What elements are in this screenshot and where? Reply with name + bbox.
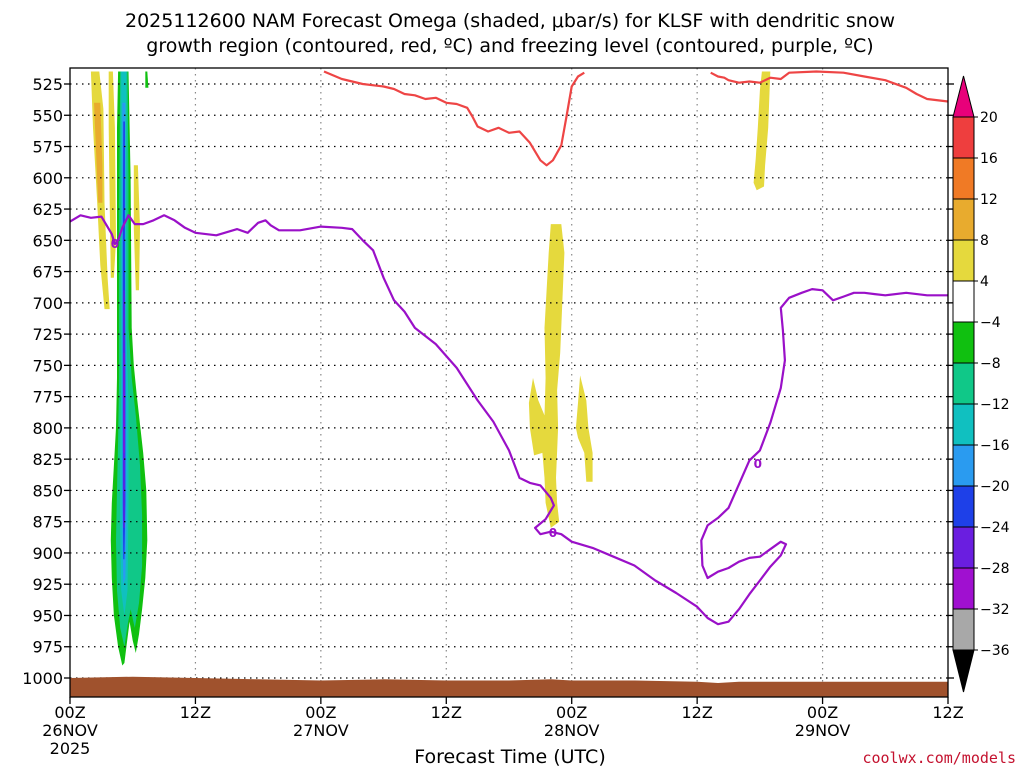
colorbar-label-5: −4 [980, 315, 1001, 331]
colorbar-box-5 [952, 321, 975, 364]
colorbar-label-11: −28 [980, 561, 1010, 577]
x-tick-label-0: 00Z [54, 703, 85, 722]
y-tick-label-550: 550 [32, 106, 63, 125]
colorbar-box-10 [952, 526, 975, 569]
x-tick-label-7: 12Z [932, 703, 963, 722]
colorbar-box-4 [952, 280, 975, 323]
terrain-fill [70, 676, 948, 697]
colorbar-top-arrow [952, 75, 975, 118]
omega-shaded-layer [90, 71, 771, 666]
colorbar-label-8: −16 [980, 438, 1010, 454]
freezing-contour-label-0: 0 [111, 237, 119, 251]
plot-frame-border [69, 67, 949, 698]
y-tick-label-975: 975 [32, 638, 63, 657]
colorbar-box-2 [952, 198, 975, 241]
y-tick-label-925: 925 [32, 575, 63, 594]
colorbar-box-7 [952, 403, 975, 446]
colorbar-label-10: −24 [980, 520, 1010, 536]
x-tick-date-2: 27NOV [293, 721, 349, 740]
x-tick-label-5: 12Z [681, 703, 712, 722]
contour-layer: 0 0 0 [69, 70, 949, 626]
dgz-contour-upper [323, 70, 585, 167]
y-tick-label-575: 575 [32, 138, 63, 157]
colorbar-box-8 [952, 444, 975, 487]
omega-shaded-region-4 [145, 71, 149, 88]
y-tick-label-950: 950 [32, 606, 63, 625]
freezing-contour-label-2: 0 [754, 457, 762, 471]
x-tick-year-0: 2025 [50, 739, 91, 758]
chart-title-line-2: growth region (contoured, red, ºC) and f… [146, 35, 873, 57]
grid-layer [70, 68, 948, 697]
colorbar-box-0 [952, 116, 975, 159]
plot-frame [69, 67, 949, 698]
y-tick-label-700: 700 [32, 294, 63, 313]
colorbar-box-9 [952, 485, 975, 528]
x-tick-date-6: 29NOV [795, 721, 851, 740]
colorbar-box-6 [952, 362, 975, 405]
colorbar-bottom-arrow [952, 649, 975, 693]
plot-background [70, 68, 948, 697]
colorbar-box-3 [952, 239, 975, 282]
y-tick-label-650: 650 [32, 231, 63, 250]
colorbar-box-1 [952, 157, 975, 200]
y-tick-label-525: 525 [32, 75, 63, 94]
credit-text: coolwx.com/models [862, 749, 1016, 767]
plot-area [70, 68, 948, 697]
colorbar-label-7: −12 [980, 397, 1010, 413]
colorbar-label-0: 20 [980, 110, 998, 126]
x-tick-date-4: 28NOV [544, 721, 600, 740]
colorbar-box-12 [952, 608, 975, 651]
omega-shaded-region-11 [123, 352, 125, 453]
x-tick-label-6: 00Z [807, 703, 838, 722]
omega-shaded-region-13 [575, 375, 593, 482]
y-tick-label-600: 600 [32, 169, 63, 188]
x-tick-date-0: 26NOV [42, 721, 98, 740]
colorbar-label-2: 12 [980, 192, 998, 208]
y-axis: 525 550 575 600 625 650 675 700 725 750 775 800 825 8… [22, 75, 954, 688]
freezing-contour-label-1: 0 [549, 526, 557, 540]
y-tick-label-900: 900 [32, 544, 63, 563]
terrain-layer [70, 676, 948, 697]
x-axis-label: Forecast Time (UTC) [414, 746, 605, 768]
omega-shaded-region-14 [753, 71, 771, 191]
x-tick-label-1: 12Z [180, 703, 211, 722]
y-tick-label-750: 750 [32, 356, 63, 375]
omega-shaded-region-3 [133, 165, 140, 291]
omega-shaded-region-12 [528, 224, 565, 528]
colorbar-label-6: −8 [980, 356, 1001, 372]
colorbar-label-4: 4 [980, 274, 989, 290]
colorbar-label-12: −32 [980, 602, 1010, 618]
y-tick-label-875: 875 [32, 513, 63, 532]
dgz-contour-top-right [710, 70, 949, 103]
colorbar: 20 16 12 8 4 −4 −8 −12 −16 −20 −24 −28 −32 −36 [952, 75, 1010, 693]
y-tick-label-1000: 1000 [22, 669, 63, 688]
x-tick-label-2: 00Z [305, 703, 336, 722]
y-tick-label-675: 675 [32, 263, 63, 282]
colorbar-label-1: 16 [980, 151, 998, 167]
x-tick-label-4: 00Z [556, 703, 587, 722]
y-tick-label-825: 825 [32, 450, 63, 469]
colorbar-box-11 [952, 567, 975, 610]
y-tick-label-625: 625 [32, 200, 63, 219]
y-tick-label-725: 725 [32, 325, 63, 344]
y-tick-label-775: 775 [32, 388, 63, 407]
colorbar-label-3: 8 [980, 233, 989, 249]
colorbar-label-9: −20 [980, 479, 1010, 495]
omega-shaded-region-2 [108, 71, 116, 278]
freezing-level-contour [69, 214, 948, 626]
y-tick-label-850: 850 [32, 481, 63, 500]
chart-title-line-1: 2025112600 NAM Forecast Omega (shaded, μ… [125, 10, 895, 32]
x-tick-label-3: 12Z [431, 703, 462, 722]
y-tick-label-800: 800 [32, 419, 63, 438]
colorbar-label-13: −36 [980, 643, 1010, 659]
